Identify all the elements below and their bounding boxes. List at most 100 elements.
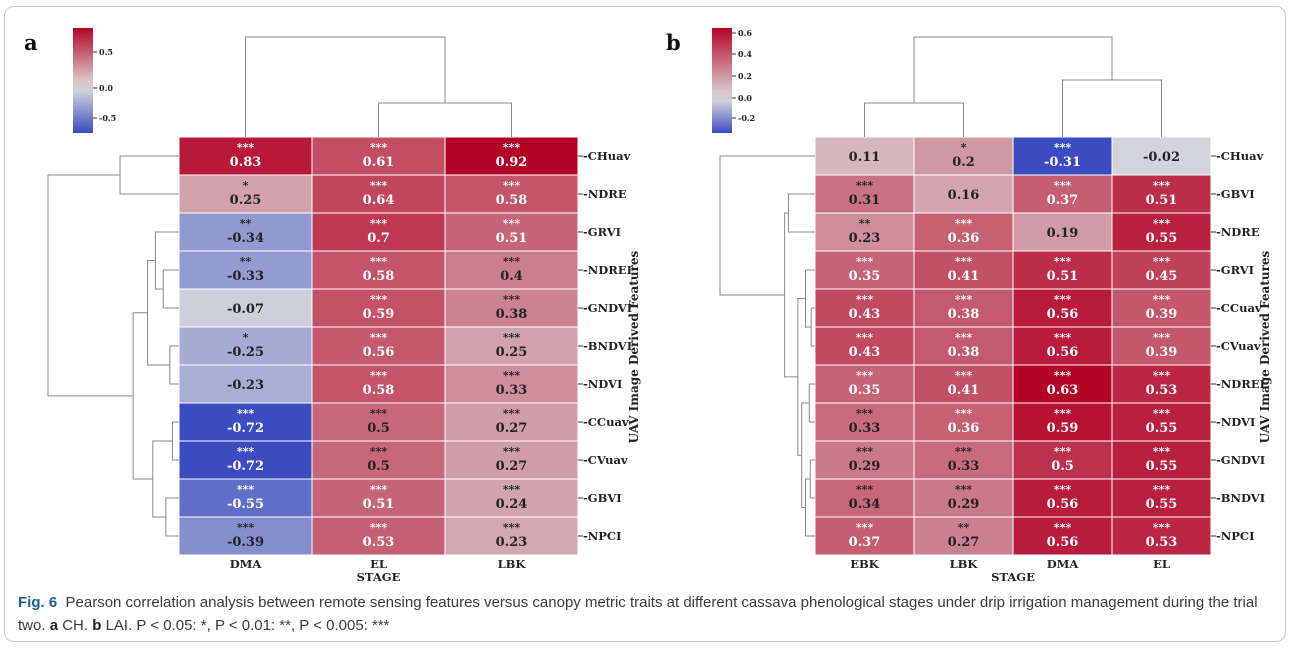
significance-label: *** xyxy=(237,141,255,154)
heatmap-cell xyxy=(444,516,579,556)
heatmap-cell xyxy=(311,326,446,366)
heatmap-cell xyxy=(1111,174,1212,214)
significance-label: *** xyxy=(955,407,973,420)
cell-value-label: 0.7 xyxy=(367,231,390,246)
significance-label: *** xyxy=(503,141,521,154)
significance-label: * xyxy=(243,179,249,192)
cell-value-label: 0.39 xyxy=(1146,345,1178,360)
significance-label: *** xyxy=(370,179,388,192)
cell-value-label: 0.36 xyxy=(948,231,980,246)
cell-value-label: 0.4 xyxy=(500,269,523,284)
heatmap-cell xyxy=(1012,250,1113,290)
row-label: -GRVI xyxy=(583,225,621,239)
cell-value-label: 0.37 xyxy=(849,535,881,550)
row-dendrogram-link xyxy=(132,312,153,480)
heatmap-cell xyxy=(913,364,1014,404)
cell-value-label: 0.27 xyxy=(496,459,528,474)
row-dendrogram-link xyxy=(805,269,815,328)
heatmap-panel-a: a 0.50.0-0.5***0.83***0.61***0.92*0.25***… xyxy=(24,28,641,584)
cell-value-label: 0.53 xyxy=(1146,535,1178,550)
cell-value-label: 0.27 xyxy=(496,421,528,436)
significance-label: *** xyxy=(503,255,521,268)
colorbar-tick-label: 0.4 xyxy=(738,49,752,59)
cell-value-label: 0.38 xyxy=(948,345,980,360)
significance-label: *** xyxy=(503,483,521,496)
heatmap-cell xyxy=(178,288,313,328)
significance-label: *** xyxy=(503,293,521,306)
column-dendrogram-link xyxy=(245,36,446,137)
column-label: DMA xyxy=(230,557,263,571)
colorbar-tick-label: 0.6 xyxy=(738,28,752,38)
significance-label: ** xyxy=(240,255,252,268)
significance-label: *** xyxy=(370,331,388,344)
heatmap-cell xyxy=(1012,212,1113,252)
cell-value-label: 0.35 xyxy=(849,269,881,284)
cell-value-label: 0.2 xyxy=(952,155,975,170)
significance-label: *** xyxy=(1153,293,1171,306)
heatmap-cell xyxy=(311,364,446,404)
cell-value-label: 0.51 xyxy=(496,231,528,246)
column-dendrogram-link xyxy=(378,102,512,137)
cell-value-label: 0.45 xyxy=(1146,269,1178,284)
cell-value-label: 0.33 xyxy=(496,383,528,398)
colorbar-tick-label: -0.2 xyxy=(738,113,755,123)
cell-value-label: 0.59 xyxy=(363,307,395,322)
significance-label: *** xyxy=(503,217,521,230)
significance-label: *** xyxy=(370,217,388,230)
heatmap-cell xyxy=(444,478,579,518)
significance-label: *** xyxy=(856,483,874,496)
row-label: -GNDVI xyxy=(1216,453,1265,467)
cell-value-label: 0.56 xyxy=(1047,307,1079,322)
significance-label: *** xyxy=(370,293,388,306)
heatmap-cell xyxy=(1012,516,1113,556)
cell-value-label: 0.55 xyxy=(1146,421,1178,436)
heatmap-cell xyxy=(311,250,446,290)
cell-value-label: -0.72 xyxy=(227,421,264,436)
cell-value-label: -0.02 xyxy=(1143,150,1180,165)
significance-label: *** xyxy=(955,369,973,382)
significance-label: *** xyxy=(1054,483,1072,496)
cell-value-label: 0.53 xyxy=(363,535,395,550)
row-label: -CHuav xyxy=(1216,149,1264,163)
cell-value-label: 0.58 xyxy=(496,193,528,208)
row-label: -BNDVI xyxy=(583,339,632,353)
cell-value-label: 0.39 xyxy=(1146,307,1178,322)
cell-value-label: 0.64 xyxy=(363,193,395,208)
row-label: -NPCI xyxy=(583,529,621,543)
cell-value-label: -0.34 xyxy=(227,231,264,246)
cell-value-label: 0.55 xyxy=(1146,497,1178,512)
row-label: -GRVI xyxy=(1216,263,1254,277)
y-axis-label: UAV Image Derived Features xyxy=(627,250,641,443)
significance-label: *** xyxy=(856,293,874,306)
row-dendrogram-link xyxy=(162,269,179,309)
row-dendrogram-link xyxy=(147,260,170,366)
column-dendrogram-link xyxy=(913,36,1113,103)
cell-value-label: 0.33 xyxy=(849,421,881,436)
significance-label: *** xyxy=(955,293,973,306)
cell-value-label: -0.25 xyxy=(227,345,264,360)
row-label: -CCuav xyxy=(583,415,629,429)
significance-label: *** xyxy=(1153,407,1171,420)
heatmap-cell xyxy=(814,516,915,556)
row-label: -NDRE xyxy=(1216,225,1260,239)
colorbar xyxy=(712,28,732,133)
cell-value-label: -0.39 xyxy=(227,535,264,550)
colorbar-tick-label: 0.0 xyxy=(99,83,113,93)
significance-label: *** xyxy=(856,179,874,192)
column-dendrogram-link xyxy=(1062,79,1162,137)
heatmap-cell xyxy=(444,364,579,404)
significance-label: *** xyxy=(1054,521,1072,534)
heatmap-cell xyxy=(1012,478,1113,518)
cell-value-label: 0.63 xyxy=(1047,383,1079,398)
significance-label: *** xyxy=(856,521,874,534)
heatmap-cell xyxy=(913,174,1014,214)
cell-value-label: 0.56 xyxy=(1047,497,1079,512)
heatmap-cell xyxy=(1012,402,1113,442)
cell-value-label: 0.19 xyxy=(1047,226,1079,241)
row-label: -NDREI xyxy=(583,263,632,277)
cell-value-label: 0.56 xyxy=(363,345,395,360)
row-dendrogram-link xyxy=(169,345,179,385)
cell-value-label: 0.24 xyxy=(496,497,528,512)
heatmap-cell xyxy=(178,478,313,518)
